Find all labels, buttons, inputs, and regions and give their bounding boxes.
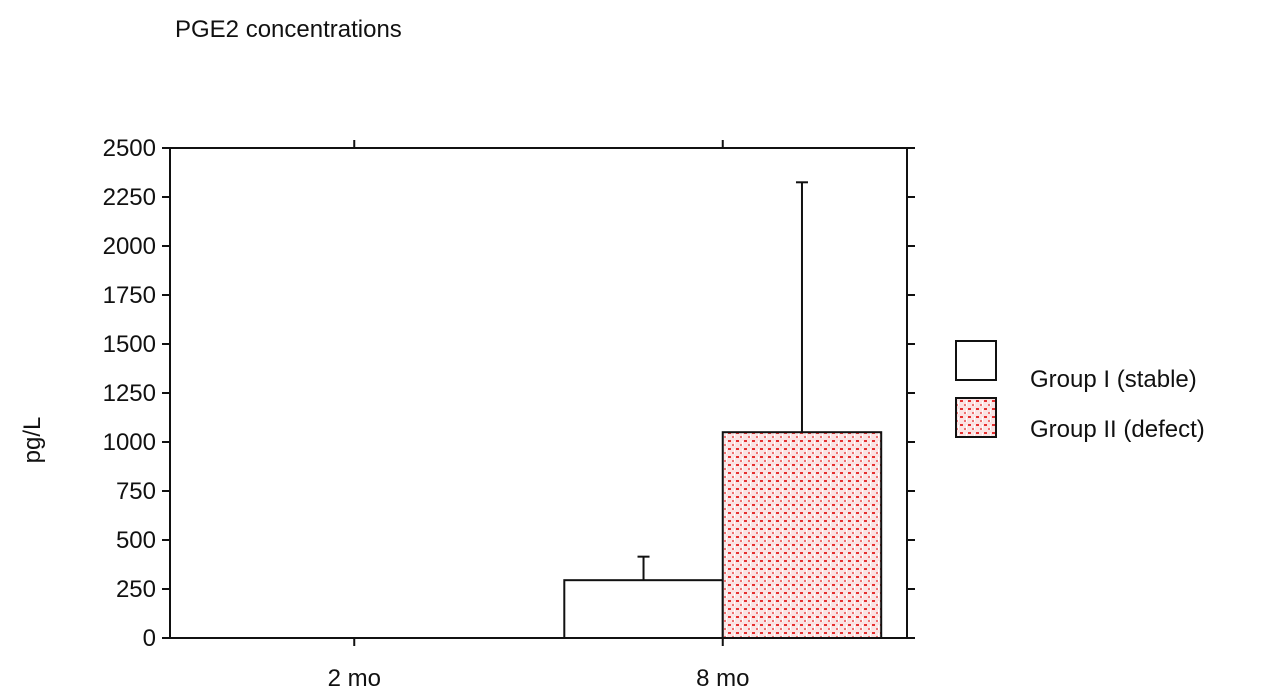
y-tick-label: 500 xyxy=(116,527,156,554)
x-tick-label: 8 mo xyxy=(696,665,749,692)
y-tick-label: 1750 xyxy=(103,282,156,309)
y-tick-label: 2250 xyxy=(103,184,156,211)
y-tick-label: 250 xyxy=(116,576,156,603)
x-tick-label: 2 mo xyxy=(328,665,381,692)
plot-frame xyxy=(169,147,908,639)
legend-label-group-2: Group II (defect) xyxy=(1030,416,1205,443)
bar-series-1-8-mo xyxy=(563,579,724,639)
y-tick-label: 750 xyxy=(116,478,156,505)
chart-title: PGE2 concentrations xyxy=(175,16,402,43)
legend-label-group-1: Group I (stable) xyxy=(1030,366,1197,393)
y-tick-label: 1000 xyxy=(103,429,156,456)
y-tick-label: 1500 xyxy=(103,331,156,358)
legend-swatch-group-2 xyxy=(955,397,997,438)
y-tick-label: 2500 xyxy=(103,135,156,162)
y-tick-label: 0 xyxy=(143,625,156,652)
y-tick-label: 1250 xyxy=(103,380,156,407)
y-axis-label: pg/L xyxy=(19,417,46,464)
legend-swatch-group-1 xyxy=(955,340,997,381)
legend: Group I (stable) Group II (defect) xyxy=(955,340,1205,443)
bar-series-2-8-mo xyxy=(721,431,883,640)
y-tick-label: 2000 xyxy=(103,233,156,260)
